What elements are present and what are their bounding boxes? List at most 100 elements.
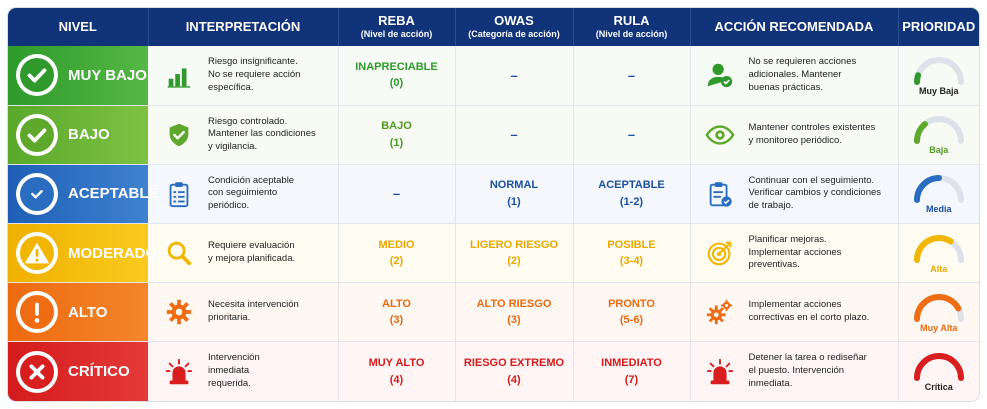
x-icon — [20, 354, 54, 389]
reba-value: – — [392, 186, 401, 202]
risk-row: ALTO Necesita intervención prioritaria. ALT… — [8, 282, 979, 343]
owas-value: ALTO RIESGO — [476, 297, 552, 310]
rula-cell: ACEPTABLE (1-2) — [573, 164, 691, 224]
reba-value: BAJO — [381, 120, 412, 133]
rula-cell: INMEDIATO (7) — [573, 341, 691, 401]
interpretacion-cell: Riesgo controlado. Mantener las condicion… — [148, 105, 339, 165]
owas-value: (4) — [507, 373, 521, 386]
interpretacion-line: Necesita intervención — [208, 299, 299, 311]
interpretacion-line: Mantener las condiciones — [208, 128, 316, 140]
table-body: MUY BAJO Riesgo insignificante. No se requ… — [8, 46, 979, 401]
nivel-badge — [16, 350, 58, 393]
header-owas: OWAS (Categoría de acción) — [455, 8, 574, 46]
accion-cell: Continuar con el seguimiento. Verificar c… — [690, 164, 899, 224]
header-owas-subtitle: (Categoría de acción) — [468, 28, 560, 39]
rula-value: – — [627, 127, 636, 143]
priority-gauge — [911, 55, 967, 88]
rula-value: – — [627, 67, 636, 83]
accion-cell: No se requieren acciones adicionales. Man… — [690, 46, 899, 106]
interpretacion-cell: Condición aceptable con seguimiento periód… — [148, 164, 339, 224]
accion-cell: Mantener controles existentes y monitoreo… — [690, 105, 899, 165]
reba-value: MEDIO — [378, 238, 415, 251]
reba-value: (4) — [389, 373, 404, 386]
interpretacion-line: Requiere evaluación — [208, 240, 295, 252]
interpretacion-cell: Riesgo insignificante. No se requiere acc… — [148, 46, 339, 106]
rula-cell: – — [573, 46, 691, 106]
accion-cell: Planificar mejoras. Implementar acciones p… — [690, 223, 899, 284]
reba-cell: ALTO (3) — [338, 282, 456, 343]
accion-line: preventivas. — [748, 259, 800, 271]
rula-cell: PRONTO (5-6) — [573, 282, 691, 343]
reba-value: (1) — [389, 136, 404, 149]
warning-icon — [20, 236, 54, 271]
rula-cell: – — [573, 105, 691, 165]
nivel-badge — [16, 54, 58, 97]
accion-cell: Detener la tarea o rediseñar el puesto. I… — [690, 341, 899, 401]
priority-label: Muy Alta — [920, 322, 958, 333]
interpretacion-line: requerida. — [208, 378, 251, 390]
bar-chart-icon — [162, 58, 196, 92]
reba-cell: INAPRECIABLE (0) — [338, 46, 456, 106]
prioridad-cell: Crítica — [898, 341, 979, 401]
gears-icon — [703, 295, 737, 329]
risk-row: CRÍTICO Intervención inmediata requerida. MU… — [8, 341, 979, 401]
accion-line: Implementar acciones — [748, 299, 842, 311]
nivel-label: MUY BAJO — [68, 66, 147, 84]
header-reba-title: REBA — [378, 13, 415, 29]
prioridad-cell: Muy Baja — [898, 46, 979, 106]
rula-value: (7) — [624, 373, 639, 386]
accion-line: buenas prácticas. — [748, 81, 823, 93]
nivel-label: MODERADO — [68, 244, 158, 262]
interpretacion-line: Riesgo controlado. — [208, 115, 288, 127]
owas-value: (1) — [507, 195, 521, 208]
interpretacion-cell: Necesita intervención prioritaria. — [148, 282, 339, 343]
owas-value: – — [510, 127, 518, 143]
owas-value: LIGERO RIESGO — [469, 238, 558, 251]
risk-level-table-card: NIVEL INTERPRETACIÓN REBA (Nivel de acció… — [8, 8, 979, 401]
header-row: NIVEL INTERPRETACIÓN REBA (Nivel de acció… — [8, 8, 979, 46]
owas-cell: – — [455, 46, 574, 106]
shield-check-icon — [162, 118, 196, 152]
owas-value: – — [510, 67, 518, 83]
accion-cell: Implementar acciones correctivas en el co… — [690, 282, 899, 343]
search-icon — [162, 236, 196, 270]
check-icon — [20, 58, 54, 93]
risk-row: ACEPTABLE Condición aceptable con seguimie… — [8, 164, 979, 224]
priority-label: Muy Baja — [918, 85, 959, 96]
reba-cell: – — [338, 164, 456, 224]
interpretacion-line: prioritaria. — [208, 312, 251, 324]
accion-line: Detener la tarea o rediseñar — [748, 352, 867, 364]
header-owas-title: OWAS — [494, 13, 534, 29]
interpretacion-cell: Intervención inmediata requerida. — [148, 341, 339, 401]
header-rula: RULA (Nivel de acción) — [573, 8, 691, 46]
header-reba: REBA (Nivel de acción) — [338, 8, 456, 46]
owas-cell: ALTO RIESGO (3) — [455, 282, 574, 343]
accion-line: adicionales. Mantener — [748, 68, 842, 80]
nivel-label: BAJO — [68, 126, 110, 144]
prioridad-cell: Media — [898, 164, 979, 224]
prioridad-cell: Muy Alta — [898, 282, 979, 343]
rula-value: (5-6) — [619, 314, 644, 327]
siren-icon — [703, 355, 737, 389]
owas-value: NORMAL — [489, 179, 539, 192]
reba-cell: MUY ALTO (4) — [338, 341, 456, 401]
interpretacion-line: con seguimiento — [208, 187, 278, 199]
user-check-icon — [703, 58, 737, 92]
header-interpretacion: INTERPRETACIÓN — [148, 8, 339, 46]
interpretacion-line: periódico. — [208, 200, 250, 212]
reba-value: (2) — [389, 255, 404, 268]
nivel-badge — [16, 291, 58, 334]
nivel-badge — [16, 232, 58, 275]
interpretacion-line: Intervención — [208, 352, 260, 364]
priority-label: Crítica — [924, 382, 953, 393]
nivel-cell: MODERADO — [8, 223, 157, 284]
reba-value: INAPRECIABLE — [355, 60, 438, 73]
priority-gauge — [911, 233, 967, 266]
accion-line: y monitoreo periódico. — [748, 134, 842, 146]
reba-cell: BAJO (1) — [338, 105, 456, 165]
risk-row: MODERADO Requiere evaluación y mejora plan… — [8, 223, 979, 284]
owas-cell: – — [455, 105, 574, 165]
accion-line: Continuar con el seguimiento. — [748, 174, 875, 186]
interpretacion-line: Riesgo insignificante. — [208, 56, 298, 68]
exclamation-icon — [20, 295, 54, 330]
